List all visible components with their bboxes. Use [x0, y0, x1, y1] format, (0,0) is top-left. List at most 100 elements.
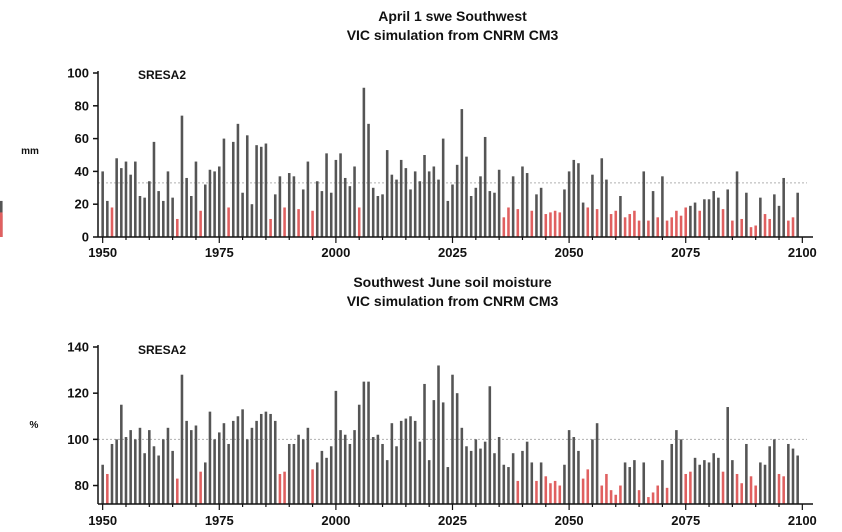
chart-bar	[567, 430, 571, 504]
chart-bar	[385, 150, 389, 237]
chart-bar	[591, 174, 594, 237]
chart-bar	[134, 161, 137, 237]
chart-bar	[362, 381, 366, 504]
scenario-label: SRESA2	[138, 68, 186, 82]
chart-bar	[166, 427, 170, 504]
chart-bar	[143, 197, 146, 237]
chart-bar	[567, 171, 571, 237]
chart-bar	[712, 191, 715, 237]
chart-bar	[516, 480, 520, 504]
chart-bar	[689, 471, 692, 504]
chart-bar	[483, 136, 487, 237]
chart-bar	[525, 173, 529, 237]
chart-bar	[460, 109, 464, 237]
chart-bar	[213, 439, 216, 504]
chart-bar	[110, 443, 114, 504]
chart-bar	[0, 212, 3, 237]
chart-bar	[507, 207, 510, 237]
chart-bar	[245, 439, 249, 504]
x-tick-label: 2050	[555, 513, 584, 528]
chart-bar	[236, 123, 240, 237]
chart-bar	[404, 168, 408, 237]
chart-bar	[138, 196, 142, 237]
chart-bar	[278, 473, 282, 504]
chart-bar	[371, 437, 375, 504]
chart-bar	[441, 402, 445, 504]
chart-bar	[637, 220, 641, 237]
chart-bar	[176, 478, 179, 504]
chart-bar	[329, 192, 333, 237]
chart-bar	[357, 207, 361, 237]
chart-bar	[675, 430, 678, 504]
chart-bar	[204, 184, 207, 237]
chart-bar	[656, 217, 660, 237]
chart-bar	[707, 199, 711, 237]
chart-bar	[735, 473, 739, 504]
chart-bar	[721, 209, 725, 237]
chart-bar	[311, 469, 314, 504]
chart-bar	[745, 443, 748, 504]
chart-bar	[231, 420, 235, 504]
chart-bar	[633, 210, 636, 237]
chart-bar	[455, 164, 459, 237]
chart-bar	[427, 171, 431, 237]
chart-bar	[334, 159, 338, 237]
chart-bar	[115, 158, 118, 237]
chart-bar	[679, 215, 683, 237]
chart-bar	[675, 210, 678, 237]
chart-bar	[591, 439, 594, 504]
chart-bar	[180, 115, 184, 237]
chart-bar	[493, 453, 496, 504]
x-tick-label: 2000	[321, 513, 350, 528]
chart-bar	[325, 153, 328, 237]
y-tick-label: 40	[75, 164, 89, 179]
chart-bar	[190, 430, 193, 504]
chart-bar	[679, 439, 683, 504]
chart-plot-swe: 0 20 40 60 80 100 1950 1975 2000 2025 2050 2075 2100…	[0, 66, 817, 260]
chart-bar	[469, 196, 473, 237]
chart-bar	[409, 416, 412, 504]
chart-bar	[642, 462, 646, 504]
chart-bar	[787, 220, 790, 237]
chart-bar	[479, 176, 482, 237]
chart-bar	[656, 485, 660, 504]
chart-bar	[628, 467, 632, 504]
chart-bar	[446, 200, 450, 237]
chart-bar	[623, 462, 627, 504]
chart-bar	[451, 184, 454, 237]
chart-bar	[796, 455, 799, 504]
chart-bar	[474, 187, 478, 237]
chart-bar	[297, 209, 300, 237]
chart-bar	[511, 176, 515, 237]
chart-bar	[773, 194, 776, 237]
chart-bar	[777, 473, 781, 504]
chart-bar	[432, 166, 436, 237]
chart-bar	[199, 471, 202, 504]
chart-bar	[451, 374, 454, 504]
chart-bar	[120, 168, 123, 237]
chart-bar	[269, 413, 272, 504]
chart-bar	[101, 171, 104, 237]
chart-bar	[740, 218, 743, 237]
chart-bar	[437, 179, 440, 237]
y-tick-label: 100	[67, 66, 89, 81]
chart-bar	[572, 159, 576, 237]
chart-bar	[749, 476, 753, 504]
chart-bar	[441, 138, 445, 237]
chart-bar	[185, 177, 188, 237]
chart-bar	[287, 443, 291, 504]
chart-panel-swe: April 1 swe Southwest VIC simulation fro…	[0, 0, 842, 262]
chart-bar	[437, 365, 440, 504]
y-tick-label: 80	[75, 478, 89, 493]
chart-bar	[712, 453, 715, 504]
chart-bar	[549, 483, 552, 504]
chart-bar	[665, 220, 669, 237]
chart-plot-soil-moisture: 80 100 120 140 1950 1975 2000 2025 2050 2075 2100%…	[30, 340, 817, 529]
chart-bar	[614, 210, 618, 237]
chart-bar	[759, 462, 762, 504]
x-tick-label: 1975	[205, 245, 234, 260]
chart-bar	[115, 439, 118, 504]
chart-bar	[106, 473, 109, 504]
chart-bar	[539, 187, 543, 237]
chart-bar	[348, 186, 352, 237]
